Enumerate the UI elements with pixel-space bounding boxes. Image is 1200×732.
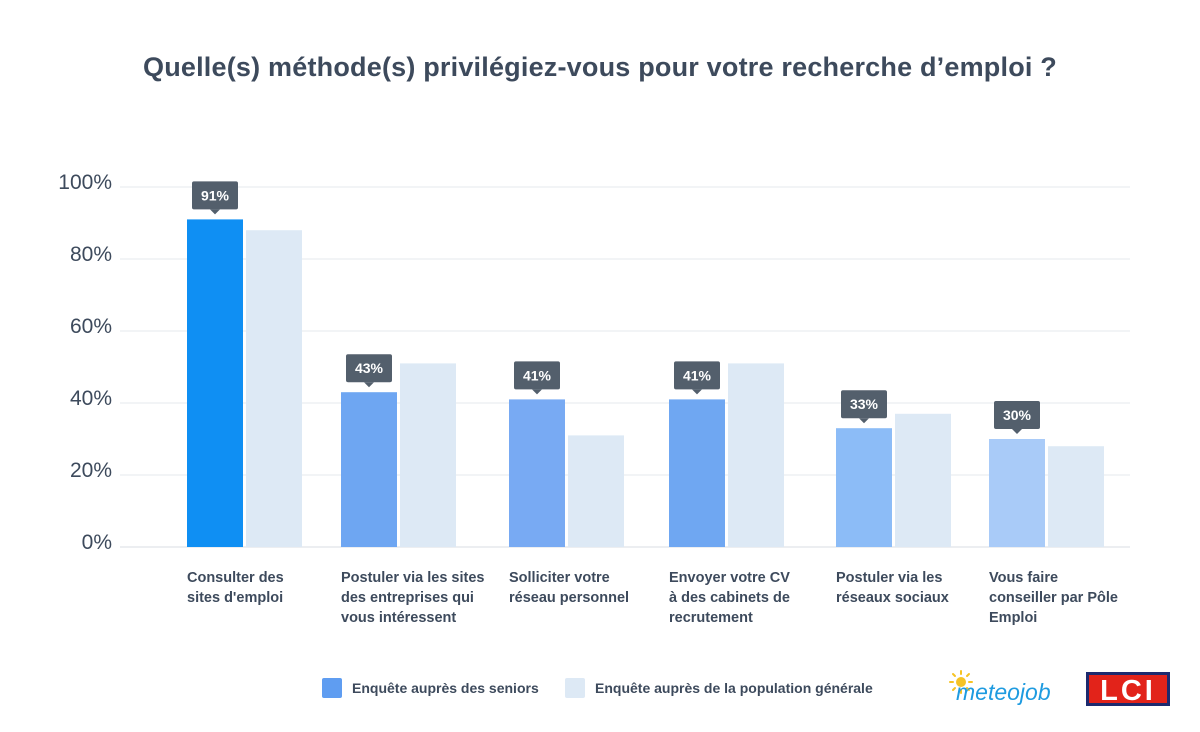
data-label-box xyxy=(994,401,1040,429)
bar-general xyxy=(1048,446,1104,547)
chart-title: Quelle(s) méthode(s) privilégiez-vous po… xyxy=(143,52,1057,82)
data-label: 91% xyxy=(201,187,230,203)
bar-general xyxy=(728,363,784,547)
bar-seniors xyxy=(341,392,397,547)
y-tick-label: 0% xyxy=(82,531,112,554)
legend-swatch-general xyxy=(565,678,585,698)
x-category-label: Vous faire conseiller par Pôle Emploi xyxy=(989,570,1118,626)
data-label-box xyxy=(346,354,392,383)
x-category-label: Postuler via les réseaux sociaux xyxy=(836,570,949,606)
legend-label-seniors: Enquête auprès des seniors xyxy=(352,680,539,696)
bar-seniors xyxy=(989,439,1045,547)
y-tick-label: 80% xyxy=(70,243,112,266)
y-tick-label: 60% xyxy=(70,315,112,338)
legend-swatch-seniors xyxy=(322,678,342,698)
sun-icon xyxy=(949,670,973,694)
bar-general xyxy=(400,363,456,547)
bar-general xyxy=(246,230,302,547)
data-label: 43% xyxy=(355,360,384,376)
legend-label-general: Enquête auprès de la population générale xyxy=(595,680,873,696)
data-label: 41% xyxy=(683,367,712,383)
data-label: 41% xyxy=(523,367,552,383)
bar-seniors xyxy=(669,399,725,547)
data-label-pointer xyxy=(532,389,542,395)
bar-seniors xyxy=(836,428,892,547)
data-label-pointer xyxy=(692,389,702,395)
lci-logo-text: LCI xyxy=(1100,675,1156,706)
bar-general xyxy=(895,413,951,547)
data-label-pointer xyxy=(859,418,869,424)
legend-item-seniors: Enquête auprès des seniors xyxy=(322,676,539,700)
bar-seniors xyxy=(509,399,565,547)
data-label-pointer xyxy=(1012,429,1022,434)
meteojob-logo: meteojob xyxy=(949,670,1051,705)
data-label: 30% xyxy=(1003,407,1032,423)
data-label-box xyxy=(674,361,720,390)
y-tick-label: 40% xyxy=(70,387,112,410)
data-label-pointer xyxy=(364,382,374,388)
x-category-label: Consulter des sites d'emploi xyxy=(187,570,284,606)
data-label-box xyxy=(192,181,238,210)
legend-item-general: Enquête auprès de la population générale xyxy=(565,676,873,700)
lci-logo: LCI xyxy=(1086,672,1170,706)
data-label-box xyxy=(514,361,560,390)
x-category-label: Solliciter votre réseau personnel xyxy=(509,570,630,606)
data-label-box xyxy=(841,390,887,419)
y-tick-label: 20% xyxy=(70,459,112,482)
bar-general xyxy=(568,435,624,547)
y-tick-label: 100% xyxy=(58,171,112,194)
data-label: 33% xyxy=(850,396,879,412)
x-category-label: Postuler via les sites des entreprises q… xyxy=(341,570,485,626)
data-label-pointer xyxy=(210,209,220,215)
x-category-label: Envoyer votre CV à des cabinets de recru… xyxy=(669,570,790,626)
bar-seniors xyxy=(187,219,243,547)
meteojob-logo-text: meteojob xyxy=(956,679,1051,705)
bar-chart: 0% 20% 40% 60% 80% 100% 91% 43% 41% 41% 33% 30% xyxy=(58,171,1130,554)
